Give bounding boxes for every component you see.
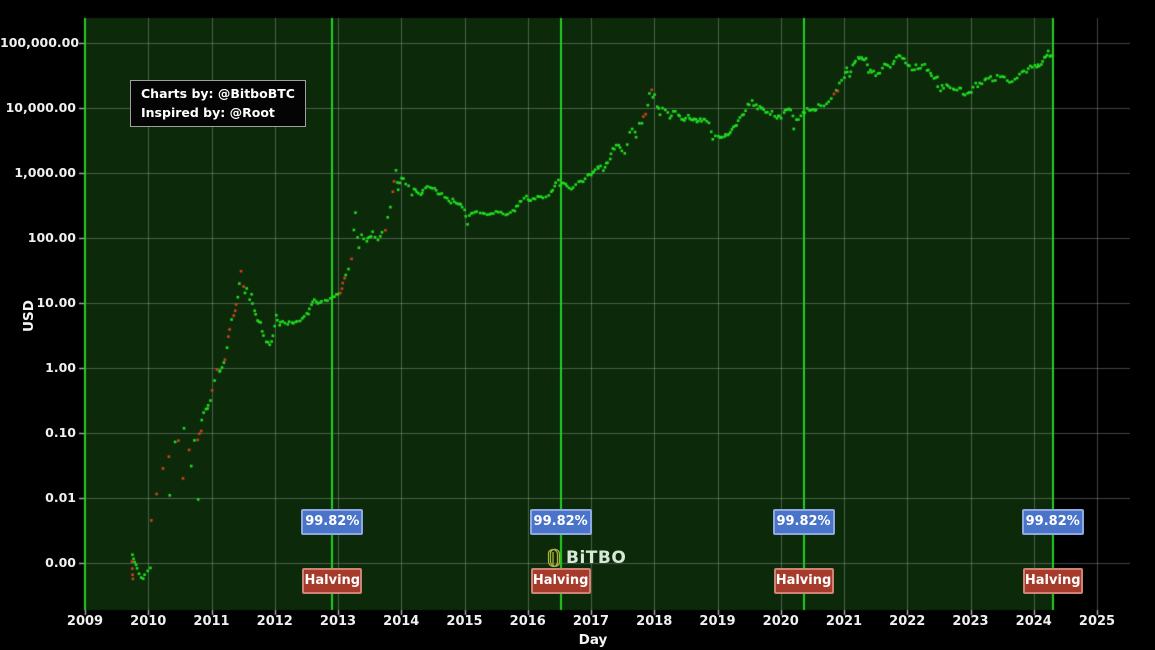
- halving-badge: Halving: [1022, 568, 1083, 594]
- x-tick-label: 2015: [446, 614, 483, 629]
- credits-line-2: Inspired by: @Root: [141, 105, 275, 120]
- x-tick-label: 2012: [256, 614, 293, 629]
- y-tick-label: 100,000.00: [0, 35, 80, 50]
- halving-badge: Halving: [530, 568, 591, 594]
- x-tick-label: 2025: [1078, 614, 1116, 629]
- x-tick-label: 2013: [319, 614, 357, 629]
- x-tick-label: 2011: [193, 614, 230, 629]
- y-tick-label: 1.00: [45, 360, 76, 375]
- halving-badge: Halving: [302, 568, 363, 594]
- x-tick-label: 2009: [66, 614, 104, 629]
- credits-line-1: Charts by: @BitboBTC: [141, 86, 295, 101]
- x-tick-label: 2024: [1015, 614, 1052, 629]
- bitbo-logo-icon: [547, 548, 561, 568]
- bitbo-watermark: BiTBO: [546, 548, 626, 568]
- y-tick-label: 0.10: [45, 425, 76, 440]
- halving-badge: Halving: [773, 568, 834, 594]
- x-tick-label: 2019: [699, 614, 736, 629]
- x-axis-label: Day: [578, 632, 608, 648]
- y-tick-label: 1,000.00: [14, 165, 76, 180]
- y-tick-label: 0.01: [45, 490, 76, 505]
- credits-box: Charts by: @BitboBTC Inspired by: @Root: [130, 80, 306, 127]
- x-tick-label: 2017: [572, 614, 610, 629]
- retrace-badge: 99.82%: [772, 509, 835, 535]
- x-tick-label: 2020: [762, 614, 799, 629]
- x-tick-label: 2018: [636, 614, 673, 629]
- y-tick-label: 100.00: [27, 230, 76, 245]
- x-tick-label: 2016: [509, 614, 546, 629]
- y-tick-label: 0.00: [45, 555, 76, 570]
- retrace-badge: 99.82%: [529, 509, 592, 535]
- x-tick-label: 2014: [383, 614, 420, 629]
- y-tick-label: 10,000.00: [5, 100, 76, 115]
- y-tick-label: 10.00: [36, 295, 76, 310]
- x-tick-label: 2010: [130, 614, 167, 629]
- x-tick-label: 2022: [889, 614, 926, 629]
- retrace-badge: 99.82%: [301, 509, 364, 535]
- bitbo-brand-text: BiTBO: [566, 548, 627, 568]
- retrace-badge: 99.82%: [1021, 509, 1084, 535]
- x-tick-label: 2023: [952, 614, 989, 629]
- x-tick-label: 2021: [825, 614, 863, 629]
